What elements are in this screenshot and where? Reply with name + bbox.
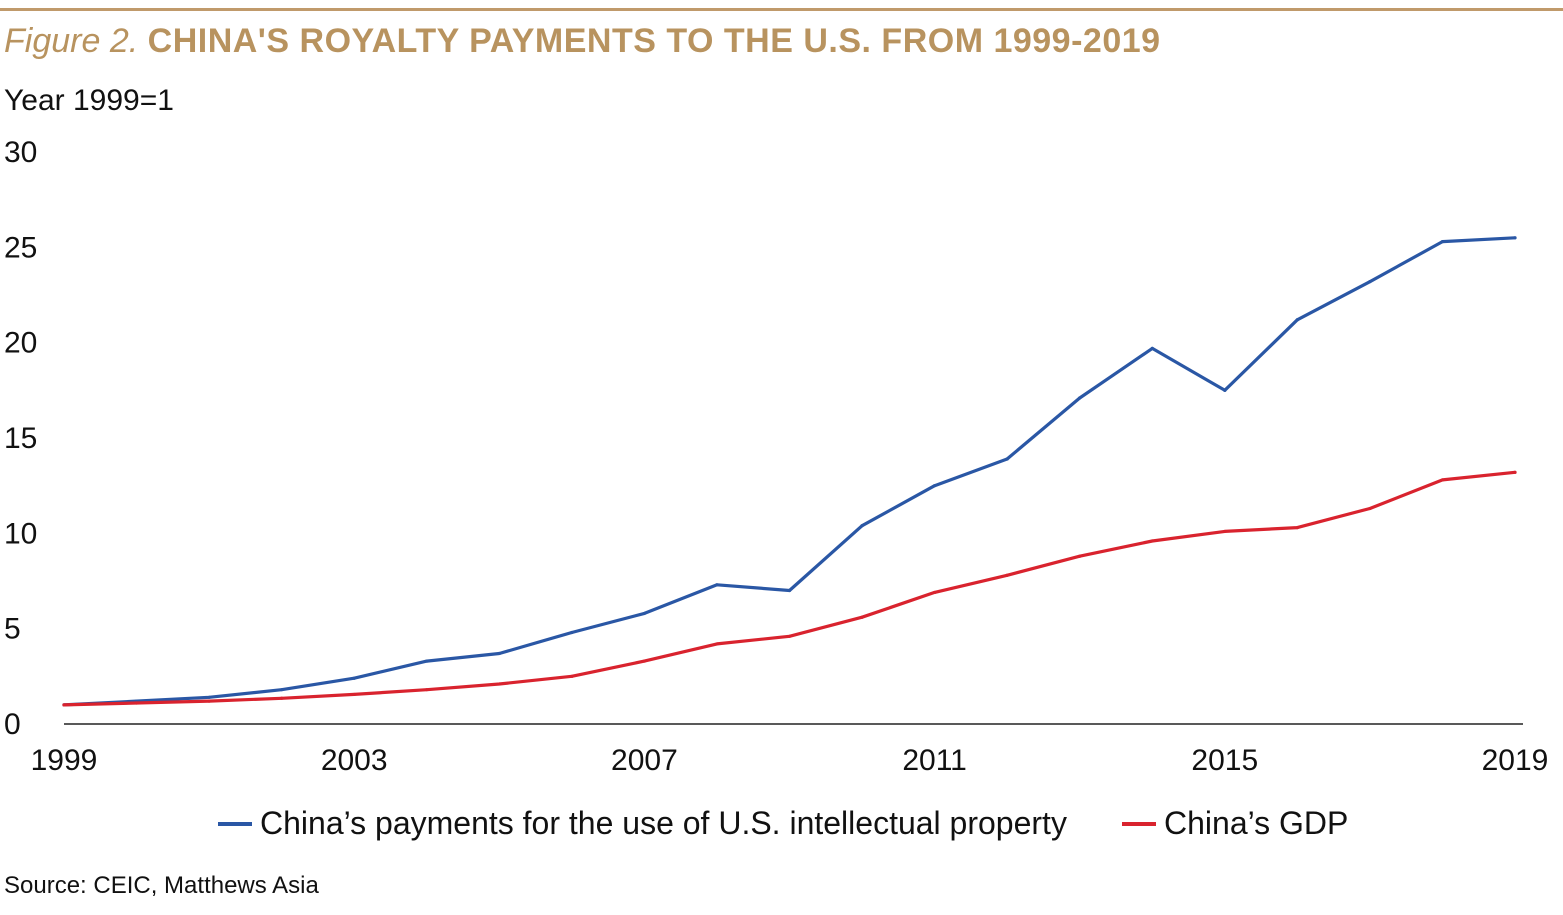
data-point-gdp xyxy=(1223,529,1227,534)
data-point-payments xyxy=(1513,236,1517,240)
x-tick-label: 1999 xyxy=(31,744,98,777)
data-point-gdp xyxy=(352,692,356,697)
y-tick-label: 25 xyxy=(4,231,37,264)
chart-title: Figure 2. CHINA'S ROYALTY PAYMENTS TO TH… xyxy=(4,22,1161,61)
data-point-gdp xyxy=(1295,526,1299,530)
data-point-gdp xyxy=(1150,539,1154,543)
data-point-payments xyxy=(1150,346,1154,350)
data-point-gdp xyxy=(425,688,429,692)
legend-label-payments: China’s payments for the use of U.S. int… xyxy=(260,805,1067,841)
data-point-payments xyxy=(1078,396,1082,400)
data-point-gdp xyxy=(860,615,864,619)
data-point-payments xyxy=(207,695,211,699)
x-tick-label: 2007 xyxy=(611,744,678,777)
line-chart: 0 5 10 15 20 25 30 1999 2003 2007 2011 2015 2019 xyxy=(4,136,1549,777)
data-point-gdp xyxy=(1513,470,1517,474)
data-point-gdp xyxy=(62,703,66,707)
data-point-gdp xyxy=(207,699,211,703)
data-point-payments xyxy=(860,524,864,528)
data-point-gdp xyxy=(1368,506,1372,511)
data-point-payments xyxy=(787,588,792,593)
data-point-payments xyxy=(1295,318,1299,322)
y-tick-label: 0 xyxy=(4,708,21,741)
data-point-gdp xyxy=(715,642,719,646)
x-tick-label: 2003 xyxy=(321,744,388,777)
data-point-gdp xyxy=(497,682,501,686)
data-point-gdp xyxy=(1078,554,1082,558)
data-point-gdp xyxy=(787,634,792,638)
legend-label-gdp: China’s GDP xyxy=(1164,805,1349,841)
source-note: Source: CEIC, Matthews Asia xyxy=(4,872,319,899)
y-tick-label: 10 xyxy=(4,517,37,550)
data-point-payments xyxy=(715,583,719,587)
data-point-payments xyxy=(1005,457,1009,461)
data-point-payments xyxy=(497,651,501,656)
legend-item-payments: China’s payments for the use of U.S. int… xyxy=(218,805,1067,842)
data-point-payments xyxy=(1223,388,1227,392)
data-point-gdp xyxy=(642,659,647,663)
y-tick-label: 15 xyxy=(4,422,37,455)
y-tick-label: 20 xyxy=(4,327,37,360)
data-point-gdp xyxy=(280,696,284,700)
y-axis-unit-label: Year 1999=1 xyxy=(4,84,174,117)
data-point-payments xyxy=(642,611,647,616)
legend-swatch-gdp xyxy=(1122,821,1156,826)
top-rule xyxy=(0,8,1563,11)
legend: China’s payments for the use of U.S. int… xyxy=(0,805,1563,845)
data-point-gdp xyxy=(570,674,574,678)
data-point-payments xyxy=(1440,240,1445,244)
y-tick-label: 30 xyxy=(4,136,37,169)
data-point-gdp xyxy=(1005,573,1009,577)
x-tick-label: 2011 xyxy=(902,744,967,777)
data-point-payments xyxy=(570,630,574,635)
data-point-gdp xyxy=(134,701,139,705)
data-point-payments xyxy=(933,484,937,488)
data-point-payments xyxy=(352,676,356,680)
x-tick-label: 2019 xyxy=(1482,744,1549,777)
data-point-payments xyxy=(1368,280,1372,284)
y-tick-label: 5 xyxy=(4,613,21,646)
data-point-payments xyxy=(425,659,429,663)
title-text: CHINA'S ROYALTY PAYMENTS TO THE U.S. FRO… xyxy=(147,22,1161,60)
figure-label: Figure 2. xyxy=(4,22,139,60)
data-point-gdp xyxy=(1440,478,1445,482)
x-tick-label: 2015 xyxy=(1191,744,1258,777)
legend-swatch-payments xyxy=(218,821,252,826)
data-point-gdp xyxy=(933,590,937,595)
legend-item-gdp: China’s GDP xyxy=(1122,805,1348,842)
data-point-payments xyxy=(280,688,284,692)
